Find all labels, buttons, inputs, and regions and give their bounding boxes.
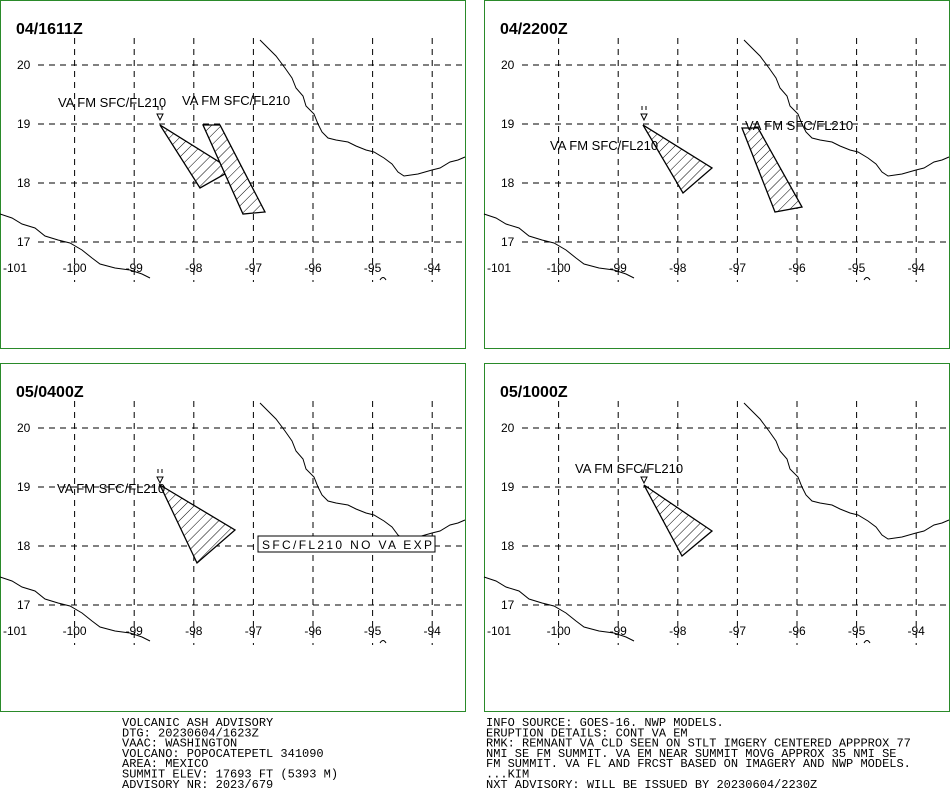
box-label: SFC/FL210 NO VA EXP bbox=[262, 538, 432, 552]
valid-time: 05/0400Z bbox=[16, 384, 84, 401]
ash-area bbox=[159, 124, 234, 189]
advisory-line: RMK: REMNANT VA CLD SEEN ON STLT IMGERY … bbox=[486, 737, 911, 751]
lon-label: -95 bbox=[848, 261, 866, 275]
lon-label: -97 bbox=[245, 624, 263, 638]
lat-label: 19 bbox=[17, 117, 31, 131]
lon-label: -97 bbox=[729, 624, 747, 638]
ash-area bbox=[643, 484, 714, 558]
panel-frame bbox=[0, 363, 466, 712]
advisory-line: NXT ADVISORY: WILL BE ISSUED BY 20230604… bbox=[486, 778, 817, 792]
map-panel: 20 19 18 17 -101 -100 -99 -98 -97 -96 -95 -94 04/161… bbox=[0, 0, 466, 349]
lat-label: 20 bbox=[17, 421, 31, 435]
valid-time: 05/1000Z bbox=[500, 384, 568, 401]
coastline bbox=[483, 39, 950, 281]
lat-label: 18 bbox=[17, 176, 31, 190]
advisory-line: ...KIM bbox=[486, 768, 529, 782]
lat-label: 20 bbox=[501, 58, 515, 72]
lat-label: 19 bbox=[17, 480, 31, 494]
lat-label: 18 bbox=[501, 539, 515, 553]
lat-label: 18 bbox=[17, 539, 31, 553]
advisory-line: AREA: MEXICO bbox=[122, 757, 208, 771]
lon-label: -100 bbox=[547, 261, 571, 275]
lat-label: 17 bbox=[17, 598, 31, 612]
lon-label: -100 bbox=[547, 624, 571, 638]
valid-time: 04/1611Z bbox=[16, 21, 83, 38]
coastline bbox=[483, 402, 950, 644]
lon-label: -97 bbox=[729, 261, 747, 275]
panel-frame bbox=[0, 0, 466, 349]
lon-label: -99 bbox=[126, 261, 144, 275]
map-panel: 20 19 18 17 -101 -100 -99 -98 -97 -96 -95 -94 05/040… bbox=[0, 363, 466, 712]
ash-area bbox=[201, 124, 267, 215]
lon-label: -94 bbox=[424, 261, 442, 275]
advisory-line: VAAC: WASHINGTON bbox=[122, 737, 237, 751]
ash-label: VA FM SFC/FL210 bbox=[57, 481, 165, 496]
lon-label: -96 bbox=[788, 624, 806, 638]
lon-label: -98 bbox=[185, 261, 203, 275]
advisory-line: DTG: 20230604/1623Z bbox=[122, 726, 259, 740]
lon-label: -98 bbox=[669, 261, 687, 275]
lon-label: -96 bbox=[304, 624, 322, 638]
map-panel: 20 19 18 17 -101 -100 -99 -98 -97 -96 -95 -94 04/220… bbox=[483, 0, 950, 349]
advisory-line: ERUPTION DETAILS: CONT VA EM bbox=[486, 726, 688, 740]
advisory-line: VOLCANO: POPOCATEPETL 341090 bbox=[122, 747, 324, 761]
ash-area bbox=[158, 483, 237, 565]
lat-label: 19 bbox=[501, 480, 515, 494]
ash-label: VA FM SFC/FL210 bbox=[745, 118, 853, 133]
lat-label: 18 bbox=[501, 176, 515, 190]
lat-label: 20 bbox=[501, 421, 515, 435]
lat-label: 17 bbox=[501, 235, 515, 249]
lat-label: 17 bbox=[17, 235, 31, 249]
ash-label: VA FM SFC/FL210 bbox=[182, 93, 290, 108]
lon-label: -100 bbox=[63, 261, 87, 275]
ash-label: VA FM SFC/FL210 bbox=[58, 95, 166, 110]
lat-label: 17 bbox=[501, 598, 515, 612]
lon-label: -100 bbox=[63, 624, 87, 638]
lon-label: -99 bbox=[126, 624, 144, 638]
ash-area bbox=[741, 127, 804, 213]
lon-label: -101 bbox=[3, 624, 27, 638]
ash-label: VA FM SFC/FL210 bbox=[550, 138, 658, 153]
lon-label: -96 bbox=[304, 261, 322, 275]
lon-label: -94 bbox=[908, 261, 926, 275]
lon-label: -95 bbox=[848, 624, 866, 638]
coastline bbox=[0, 402, 466, 644]
panel-frame bbox=[484, 0, 950, 349]
advisory-line: FM SUMMIT. VA FL AND FRCST BASED ON IMAG… bbox=[486, 757, 911, 771]
lon-label: -99 bbox=[610, 624, 628, 638]
valid-time: 04/2200Z bbox=[500, 21, 568, 38]
lon-label: -95 bbox=[364, 261, 382, 275]
lon-label: -101 bbox=[487, 261, 511, 275]
ash-label: VA FM SFC/FL210 bbox=[575, 461, 683, 476]
panel-frame bbox=[484, 363, 950, 712]
lon-label: -96 bbox=[788, 261, 806, 275]
advisory-line: NMI SE FM SUMMIT. VA EM NEAR SUMMIT MOVG… bbox=[486, 747, 896, 761]
map-panel: 20 19 18 17 -101 -100 -99 -98 -97 -96 -95 -94 05/100… bbox=[483, 363, 950, 712]
advisory-line: INFO SOURCE: GOES-16. NWP MODELS. bbox=[486, 716, 724, 730]
advisory-line: SUMMIT ELEV: 17693 FT (5393 M) bbox=[122, 768, 338, 782]
lon-label: -97 bbox=[245, 261, 263, 275]
ash-area bbox=[642, 124, 714, 195]
lon-label: -95 bbox=[364, 624, 382, 638]
lat-label: 20 bbox=[17, 58, 31, 72]
lon-label: -99 bbox=[610, 261, 628, 275]
lon-label: -101 bbox=[3, 261, 27, 275]
advisory-line: VOLCANIC ASH ADVISORY bbox=[122, 716, 273, 730]
lon-label: -94 bbox=[424, 624, 442, 638]
advisory-line: ADVISORY NR: 2023/679 bbox=[122, 778, 273, 792]
box-frame bbox=[257, 535, 436, 553]
lon-label: -101 bbox=[487, 624, 511, 638]
lon-label: -98 bbox=[669, 624, 687, 638]
lon-label: -98 bbox=[185, 624, 203, 638]
lat-label: 19 bbox=[501, 117, 515, 131]
lon-label: -94 bbox=[908, 624, 926, 638]
